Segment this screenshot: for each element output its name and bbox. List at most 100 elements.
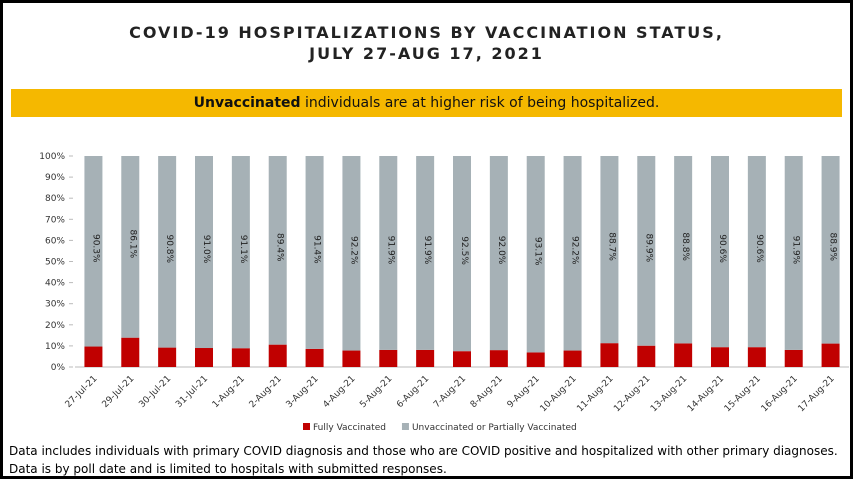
y-tick-label: 30% [45, 300, 65, 310]
chart-title: JULY 27-AUG 17, 2021 [309, 44, 544, 63]
x-tick-label: 27-Jul-21 [64, 374, 100, 410]
banner-bold: Unvaccinated [193, 95, 301, 111]
bar-segment [711, 347, 729, 367]
bar-segment [195, 348, 213, 367]
x-tick-label: 16-Aug-21 [760, 374, 800, 414]
x-tick-label: 13-Aug-21 [649, 374, 689, 414]
data-label: 90.6% [717, 234, 727, 263]
bar-segment [784, 156, 803, 350]
bar-segment [600, 343, 619, 367]
footnote: Data includes individuals with primary C… [9, 444, 838, 458]
bar-segment [711, 156, 729, 348]
bar-segment [747, 347, 766, 367]
data-label: 89.4% [275, 233, 285, 262]
bar-segment [121, 337, 140, 367]
data-label: 88.9% [828, 232, 838, 261]
bar-segment [268, 344, 287, 367]
y-tick-label: 10% [45, 342, 65, 352]
data-label: 91.9% [791, 236, 801, 265]
data-label: 92.2% [348, 236, 358, 265]
legend-swatch [401, 423, 409, 430]
x-tick-label: 4-Aug-21 [321, 374, 357, 410]
y-tick-label: 0% [51, 363, 66, 373]
x-tick-label: 2-Aug-21 [248, 374, 284, 410]
bar-segment [637, 156, 656, 346]
x-tick-label: 17-Aug-21 [797, 374, 837, 414]
x-tick-label: 5-Aug-21 [358, 374, 394, 410]
y-tick-label: 50% [45, 258, 65, 268]
bar-segment [84, 346, 103, 367]
data-label: 92.2% [570, 236, 580, 265]
x-tick-label: 15-Aug-21 [723, 374, 763, 414]
bar-segment [821, 343, 840, 367]
bar-segment [821, 156, 840, 344]
bar-segment [563, 350, 582, 367]
data-label: 91.4% [312, 235, 322, 264]
bar-segment [747, 156, 766, 348]
bar-segment [305, 348, 324, 367]
bar-segment [268, 156, 287, 345]
y-tick-label: 70% [45, 215, 65, 225]
bar-segment [416, 349, 435, 367]
bar-segment [637, 345, 656, 367]
bar-segment [784, 349, 803, 367]
legend-label: Fully Vaccinated [313, 423, 386, 433]
banner: Unvaccinated individuals are at higher r… [11, 89, 842, 117]
chart-title: COVID-19 HOSPITALIZATIONS BY VACCINATION… [129, 23, 724, 42]
bar-segment [231, 156, 250, 349]
x-tick-label: 1-Aug-21 [211, 374, 247, 410]
bar-segment [195, 156, 213, 349]
y-tick-label: 100% [39, 152, 65, 162]
x-tick-label: 10-Aug-21 [539, 374, 579, 414]
data-label: 91.9% [422, 236, 432, 265]
bar-segment [121, 156, 140, 338]
data-label: 92.5% [459, 236, 469, 265]
data-label: 91.9% [385, 236, 395, 265]
bar-segment [526, 156, 545, 353]
y-tick-label: 80% [45, 194, 65, 204]
bar-segment [674, 156, 693, 344]
x-tick-label: 11-Aug-21 [575, 374, 615, 414]
footnote: Data is by poll date and is limited to h… [9, 462, 447, 476]
data-label: 93.1% [533, 237, 543, 266]
bar-segment [416, 156, 435, 350]
bar-segment [674, 343, 693, 367]
y-tick-label: 60% [45, 236, 65, 246]
banner-text: individuals are at higher risk of being … [305, 95, 660, 111]
bar-segment [563, 156, 582, 351]
bar-segment [158, 347, 177, 367]
bar-segment [526, 352, 545, 367]
bar-segment [379, 349, 398, 367]
data-label: 90.8% [164, 234, 174, 263]
data-label: 90.3% [90, 234, 100, 263]
bar-segment [600, 156, 619, 344]
y-tick-label: 90% [45, 173, 65, 183]
x-tick-label: 12-Aug-21 [612, 374, 652, 414]
x-tick-label: 8-Aug-21 [469, 374, 505, 410]
bar-segment [489, 350, 508, 367]
legend-label: Unvaccinated or Partially Vaccinated [412, 423, 577, 433]
bar-segment [305, 156, 324, 349]
x-tick-label: 9-Aug-21 [506, 374, 542, 410]
bar-segment [453, 156, 471, 352]
bar-segment [342, 156, 361, 351]
legend-swatch [303, 423, 310, 430]
y-tick-label: 40% [45, 279, 65, 289]
x-tick-label: 31-Jul-21 [174, 374, 210, 410]
data-label: 88.8% [680, 232, 690, 261]
chart: 0% 10% 20% 30% 40% 50% 60% 70% 80% 90% 100% 27-Jul-… [39, 152, 849, 433]
bar-segment [342, 350, 361, 367]
x-tick-label: 3-Aug-21 [285, 374, 321, 410]
x-tick-label: 29-Jul-21 [101, 374, 137, 410]
data-label: 92.0% [496, 236, 506, 265]
bar-segment [84, 156, 103, 347]
data-label: 91.0% [201, 235, 211, 264]
data-label: 86.1% [127, 230, 137, 259]
bar-segment [231, 348, 250, 367]
data-label: 89.9% [643, 234, 653, 263]
data-label: 90.6% [754, 234, 764, 263]
x-tick-label: 7-Aug-21 [432, 374, 468, 410]
y-tick-label: 20% [45, 321, 65, 331]
bar-segment [158, 156, 177, 348]
